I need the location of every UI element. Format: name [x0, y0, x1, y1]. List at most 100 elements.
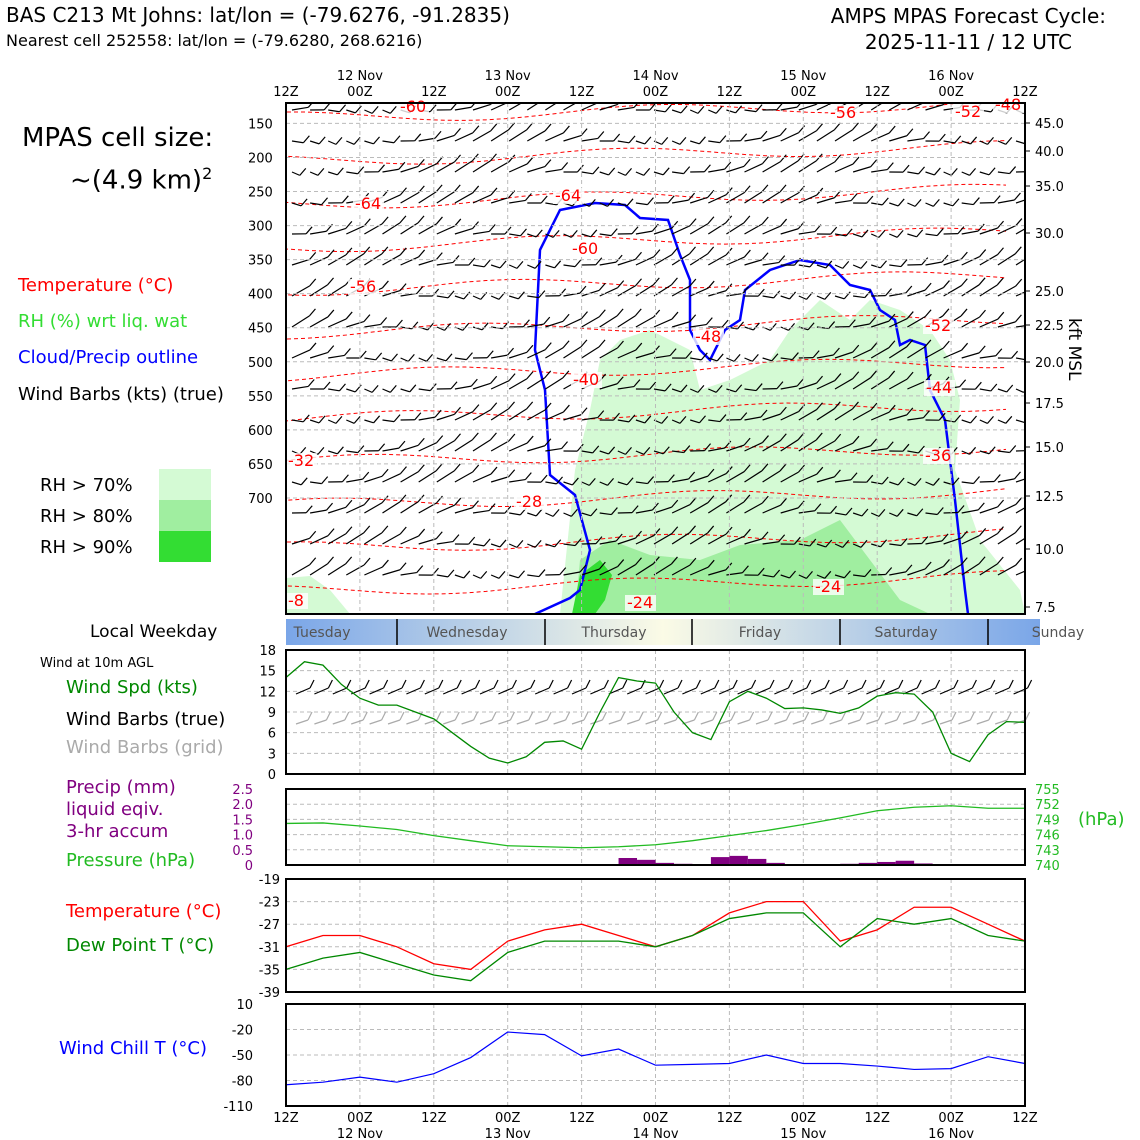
surface-barb-true-flag: [659, 679, 665, 689]
barb-shaft: [310, 481, 322, 485]
barb-flag: [828, 321, 836, 329]
barb-flag: [1034, 217, 1040, 224]
surface-barb-grid-flag: [528, 711, 534, 721]
barb-flag: [924, 309, 932, 318]
temp-label: -32: [288, 451, 314, 470]
barb-flag: [906, 407, 914, 416]
temp-label: -64: [355, 194, 381, 213]
barb-shaft: [346, 140, 355, 145]
barb-flag: [907, 93, 913, 100]
barb-shaft: [364, 140, 374, 145]
barb-flag: [354, 105, 362, 114]
weekday-day: Thursday: [580, 625, 646, 641]
barb-flag: [664, 104, 672, 113]
barb-flag: [906, 339, 914, 348]
barb-shaft: [979, 533, 998, 545]
barb-flag: [359, 350, 367, 359]
barb-shaft: [997, 478, 1015, 483]
cell-size-block: MPAS cell size: ~(4.9 km)2: [22, 120, 213, 199]
legend-cloud: Cloud/Precip outline: [18, 347, 199, 368]
barb-shaft: [472, 194, 492, 204]
bottom-time-tick: 00Z: [938, 1111, 964, 1126]
weekday-strip: Tuesday Wednesday Thursday Friday Saturday Su…: [286, 619, 1084, 645]
wind-chill-line: [285, 1031, 1026, 1086]
temp-tick-label: -19: [259, 873, 280, 888]
barb-flag: [462, 322, 470, 331]
barb-flag: [453, 463, 461, 472]
barb-shaft: [925, 287, 944, 297]
barb-shaft: [798, 264, 811, 268]
barb-shaft: [798, 130, 817, 142]
barb-shaft: [418, 137, 436, 142]
barb-shaft: [834, 408, 853, 421]
barb-flag: [498, 570, 506, 579]
surface-barb-true-flag: [1008, 679, 1014, 689]
barb-flag: [400, 187, 407, 196]
barb-shaft: [997, 253, 1016, 266]
barb-flag: [878, 229, 886, 238]
barb-flag: [452, 255, 460, 263]
surface-barb-grid-flag: [344, 711, 350, 721]
barb-flag: [399, 494, 407, 503]
chill-tick-label: -50: [232, 1049, 253, 1064]
surface-barb-grid: [406, 719, 419, 725]
barb-flag: [852, 401, 859, 410]
surface-barb-true: [553, 687, 568, 695]
barb-flag: [970, 136, 978, 145]
barb-flag: [978, 345, 986, 354]
barb-flag: [471, 432, 479, 441]
barb-shaft: [436, 295, 449, 299]
barb-shaft: [653, 450, 664, 455]
barb-flag: [843, 570, 851, 579]
barb-shaft: [617, 202, 628, 207]
barb-flag: [762, 156, 769, 165]
barb-flag: [888, 340, 896, 349]
surface-barb-true: [737, 687, 752, 695]
temp-label: -48: [695, 327, 721, 346]
bottom-date-label: 16 Nov: [928, 1127, 974, 1140]
barb-flag: [699, 415, 706, 424]
barb-shaft: [671, 532, 690, 545]
barb-flag: [996, 556, 1004, 565]
barb-flag: [743, 185, 751, 194]
barb-flag: [429, 104, 437, 113]
surface-barb-grid-flag: [436, 711, 442, 721]
barb-shaft: [816, 574, 826, 579]
top-time-tick: 12Z: [717, 85, 743, 100]
station-title: BAS C213 Mt Johns: lat/lon = (-79.6276, …: [6, 3, 510, 27]
barb-shaft: [418, 470, 437, 483]
barb-shaft: [581, 346, 600, 359]
barb-shaft: [816, 354, 834, 359]
barb-flag: [671, 311, 679, 320]
barb-shaft: [617, 564, 636, 576]
barb-flag: [391, 353, 398, 362]
barb-shaft: [328, 171, 338, 176]
surface-barb-true-flag: [898, 679, 904, 689]
barb-flag: [942, 340, 950, 349]
isotherm: [286, 103, 963, 121]
barb-shaft: [291, 564, 311, 576]
barb-shaft: [599, 171, 609, 176]
barb-flag: [490, 375, 498, 384]
barb-flag: [508, 433, 516, 442]
isotherm: [286, 271, 1007, 296]
temp-label-bg: [993, 97, 1024, 113]
surface-barb-true-flag: [493, 679, 499, 689]
surface-barb-grid-flag: [362, 711, 368, 721]
barb-shaft: [364, 502, 383, 514]
barb-shaft: [744, 326, 754, 331]
barb-flag: [896, 229, 904, 238]
barb-shaft: [527, 130, 546, 142]
barb-flag: [552, 508, 560, 517]
barb-shaft: [364, 388, 373, 393]
barb-shaft: [997, 199, 1015, 204]
barb-flag: [544, 159, 552, 167]
barb-flag: [631, 505, 639, 513]
barb-flag: [1030, 165, 1036, 172]
surface-barb-true: [700, 687, 716, 695]
weekday-day: Wednesday: [426, 625, 507, 641]
barb-flag: [679, 136, 687, 145]
temp-label: -24: [815, 577, 841, 596]
barb-shaft: [943, 349, 962, 359]
